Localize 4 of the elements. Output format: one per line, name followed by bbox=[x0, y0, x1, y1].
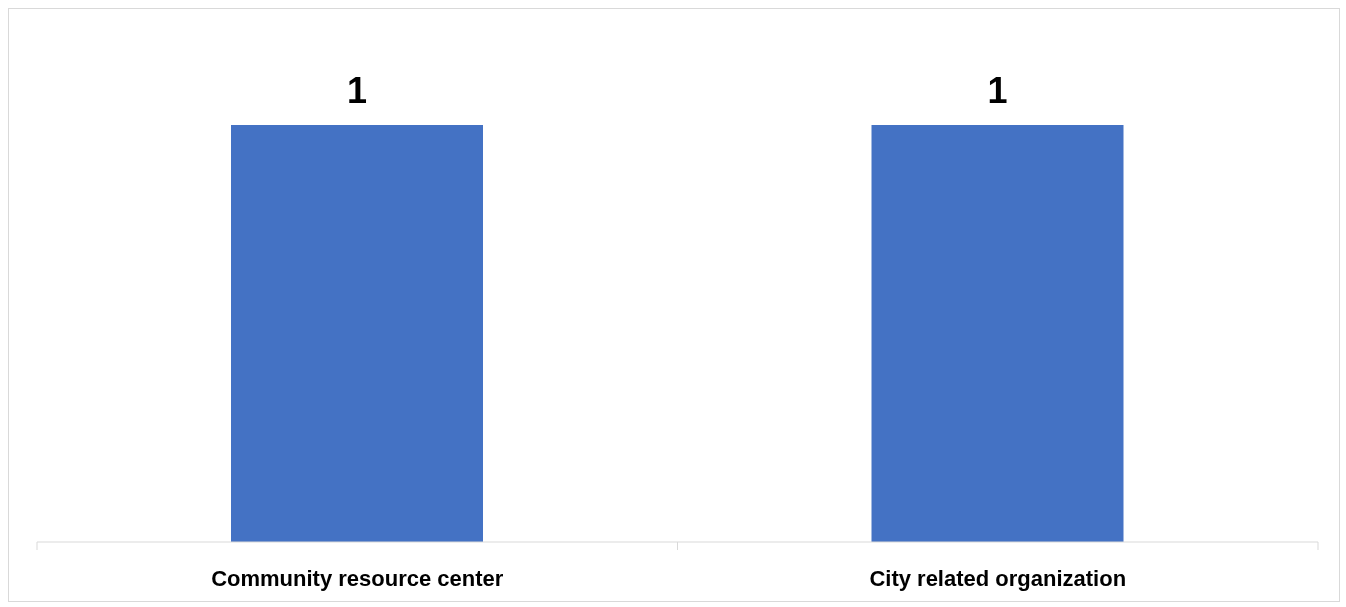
data-label: 1 bbox=[987, 70, 1008, 111]
x-tick-label: City related organization bbox=[869, 566, 1127, 591]
x-tick-label: Community resource center bbox=[211, 566, 504, 591]
data-label: 1 bbox=[346, 70, 368, 111]
